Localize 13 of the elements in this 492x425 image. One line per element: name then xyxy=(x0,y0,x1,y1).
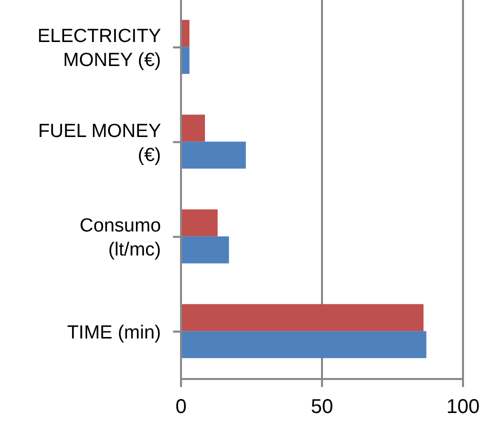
bar xyxy=(181,331,426,358)
bar xyxy=(181,209,218,236)
y-tick-label: TIME (min) xyxy=(67,322,161,344)
bar xyxy=(181,142,246,169)
bar xyxy=(181,304,424,332)
x-tick-label: 0 xyxy=(175,396,187,418)
bar xyxy=(181,236,229,264)
x-tick-label: 100 xyxy=(446,396,480,418)
x-tick-label: 50 xyxy=(310,396,334,418)
bar xyxy=(181,114,205,142)
y-tick-label: FUEL MONEY (€) xyxy=(38,120,162,166)
y-tick-label: Consumo (lt/mc) xyxy=(80,216,161,261)
y-tick-label: ELECTRICITY MONEY (€) xyxy=(37,26,162,72)
